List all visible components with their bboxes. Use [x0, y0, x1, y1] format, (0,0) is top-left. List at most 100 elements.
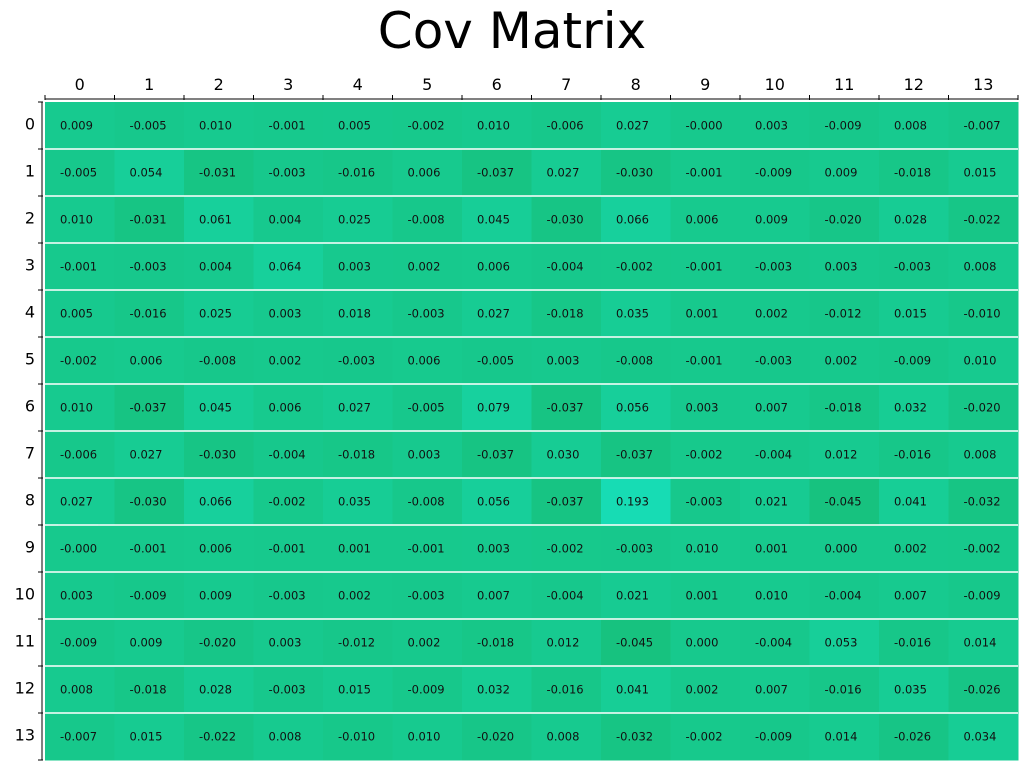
cell-value-label: -0.022 [964, 213, 1001, 227]
cell-value-label: -0.004 [825, 589, 862, 603]
heatmap-cell [601, 619, 671, 667]
heatmap-cell [809, 619, 880, 667]
heatmap-cell [601, 431, 671, 479]
cell-value-label: 0.003 [547, 354, 580, 368]
heatmap-cell [531, 666, 602, 714]
cell-value-label: 0.004 [269, 213, 302, 227]
cell-value-label: -0.005 [477, 354, 514, 368]
heatmap-cell [114, 196, 185, 244]
cell-value-label: -0.032 [616, 730, 653, 744]
cell-value-label: -0.000 [60, 542, 97, 556]
cell-value-label: -0.002 [60, 354, 97, 368]
heatmap-cell [45, 572, 115, 620]
heatmap-cell [879, 478, 949, 526]
heatmap-cell [462, 572, 532, 620]
heatmap-cell [879, 196, 949, 244]
x-tick-label: 6 [492, 75, 502, 94]
cell-value-label: -0.001 [686, 166, 723, 180]
cell-value-label: 0.014 [825, 730, 858, 744]
heatmap-cell [462, 337, 532, 385]
cell-value-label: 0.009 [60, 119, 93, 133]
x-tick-label: 4 [353, 75, 363, 94]
heatmap-cell [879, 102, 949, 150]
cell-value-label: 0.008 [964, 448, 997, 462]
heatmap-cell [462, 196, 532, 244]
heatmap-cell [392, 290, 463, 338]
heatmap-cell [879, 384, 949, 432]
cell-value-label: -0.006 [547, 119, 584, 133]
heatmap-cell [392, 478, 463, 526]
heatmap-cell [948, 478, 1019, 526]
y-tick-label: 6 [25, 397, 35, 416]
cell-value-label: 0.003 [755, 119, 788, 133]
cell-value-label: -0.009 [408, 683, 445, 697]
cell-value-label: 0.003 [60, 589, 93, 603]
heatmap-cell [114, 102, 185, 150]
heatmap-cell [45, 102, 115, 150]
cell-value-label: 0.002 [894, 542, 927, 556]
heatmap-cell [45, 619, 115, 667]
heatmap-cell [948, 525, 1019, 573]
y-tick-label: 7 [25, 444, 35, 463]
heatmap-cell [184, 713, 254, 761]
heatmap-cell [184, 619, 254, 667]
cell-value-label: -0.037 [477, 448, 514, 462]
cell-value-label: -0.005 [408, 401, 445, 415]
heatmap-cell [323, 572, 393, 620]
heatmap-cell [392, 572, 463, 620]
cell-value-label: -0.002 [686, 730, 723, 744]
cell-value-label: 0.010 [477, 119, 510, 133]
cell-value-label: 0.045 [477, 213, 510, 227]
x-tick-label: 5 [422, 75, 432, 94]
cell-value-label: -0.001 [269, 119, 306, 133]
cell-value-label: -0.008 [408, 213, 445, 227]
cell-value-label: -0.020 [477, 730, 514, 744]
cell-value-label: 0.006 [199, 542, 232, 556]
y-tick-label: 12 [15, 679, 35, 698]
heatmap-cell [670, 102, 741, 150]
heatmap-cell [670, 431, 741, 479]
heatmap-cell [809, 572, 880, 620]
cell-value-label: 0.006 [269, 401, 302, 415]
cell-value-label: -0.003 [755, 260, 792, 274]
heatmap-cell [948, 431, 1019, 479]
heatmap-cell [114, 713, 185, 761]
cell-value-label: -0.016 [894, 448, 931, 462]
heatmap-cell [323, 102, 393, 150]
cell-value-label: -0.005 [130, 119, 167, 133]
heatmap-cell [392, 384, 463, 432]
heatmap-cell [740, 431, 810, 479]
y-tick-label: 4 [25, 303, 35, 322]
heatmap-cell [531, 431, 602, 479]
cell-value-label: -0.020 [964, 401, 1001, 415]
cell-value-label: 0.027 [60, 495, 93, 509]
heatmap-cell [45, 243, 115, 291]
cell-value-label: -0.016 [547, 683, 584, 697]
heatmap-cell [670, 149, 741, 197]
heatmap-cell [740, 384, 810, 432]
heatmap-cell [948, 666, 1019, 714]
cell-value-label: 0.064 [269, 260, 302, 274]
cell-value-label: -0.012 [825, 307, 862, 321]
cell-value-label: -0.000 [686, 119, 723, 133]
heatmap-cell [323, 337, 393, 385]
cell-value-label: 0.066 [199, 495, 232, 509]
cell-value-label: -0.018 [894, 166, 931, 180]
heatmap-cell [323, 384, 393, 432]
heatmap-cell [184, 149, 254, 197]
heatmap-cell [531, 478, 602, 526]
y-tick-label: 0 [25, 115, 35, 134]
heatmap-cell [740, 290, 810, 338]
cell-value-label: 0.003 [338, 260, 371, 274]
heatmap-cell [462, 102, 532, 150]
cell-value-label: 0.001 [338, 542, 371, 556]
cell-value-label: 0.010 [408, 730, 441, 744]
cell-value-label: -0.009 [755, 730, 792, 744]
heatmap-cells: 0.009 -0.005 0.010 -0.001 0.005 -0.002 0.010 -0… [45, 102, 1019, 761]
heatmap-cell [601, 525, 671, 573]
cell-value-label: -0.003 [130, 260, 167, 274]
cell-value-label: -0.009 [894, 354, 931, 368]
heatmap-cell [740, 666, 810, 714]
cell-value-label: -0.002 [964, 542, 1001, 556]
